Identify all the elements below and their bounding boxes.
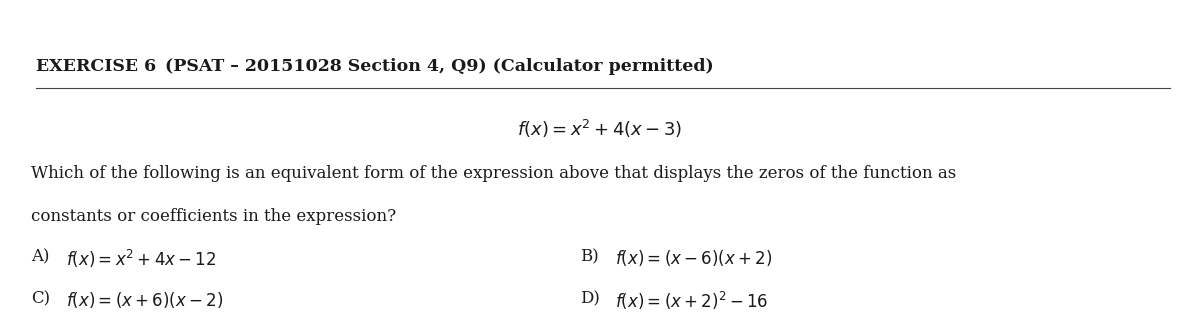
Text: D): D): [580, 290, 600, 307]
Text: C): C): [31, 290, 50, 307]
Text: Which of the following is an equivalent form of the expression above that displa: Which of the following is an equivalent …: [31, 165, 956, 182]
Text: $f(x) = (x - 6)(x + 2)$: $f(x) = (x - 6)(x + 2)$: [616, 248, 773, 268]
Text: EXERCISE 6: EXERCISE 6: [36, 58, 156, 75]
Text: constants or coefficients in the expression?: constants or coefficients in the express…: [31, 208, 396, 225]
Text: $f(x) = (x + 6)(x - 2)$: $f(x) = (x + 6)(x - 2)$: [66, 290, 223, 310]
Text: B): B): [580, 248, 599, 265]
Text: A): A): [31, 248, 49, 265]
Text: $f(x) = (x + 2)^2 - 16$: $f(x) = (x + 2)^2 - 16$: [616, 290, 768, 312]
Text: $f(x) = x^2 + 4x - 12$: $f(x) = x^2 + 4x - 12$: [66, 248, 216, 270]
Text: (PSAT – 20151028 Section 4, Q9) (Calculator permitted): (PSAT – 20151028 Section 4, Q9) (Calcula…: [142, 58, 714, 75]
Text: $f(x) = x^2 + 4(x - 3)$: $f(x) = x^2 + 4(x - 3)$: [517, 118, 683, 140]
